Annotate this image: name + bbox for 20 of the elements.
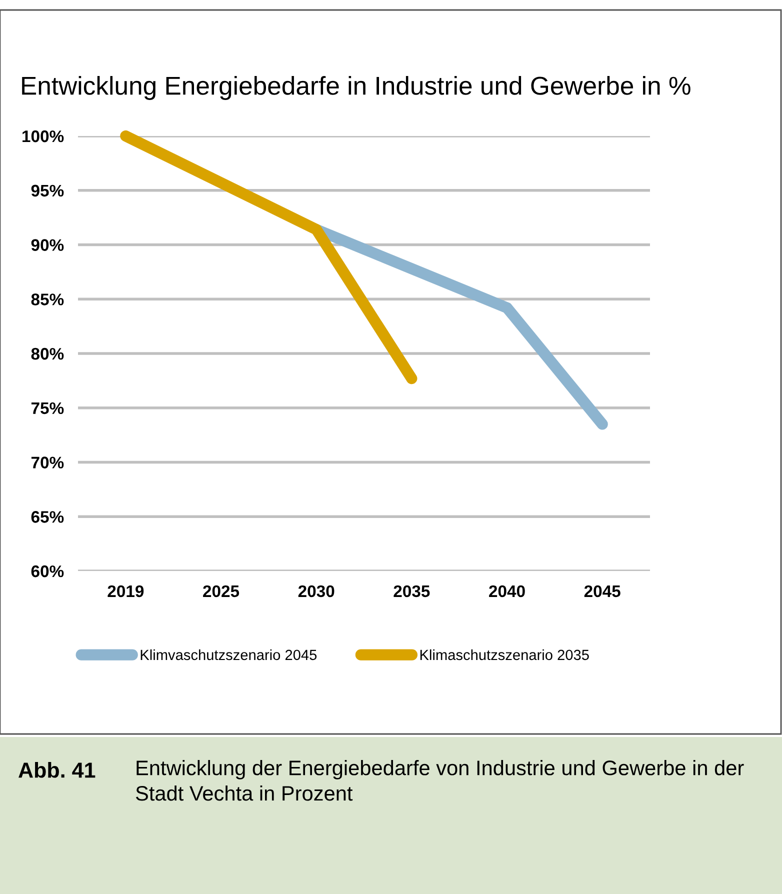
x-tick-label: 2019 [108,585,144,598]
chart-title: Entwicklung Energiebedarfe in Industrie und Gewerbe in % [22,76,690,100]
y-tick-label: 70% [31,456,64,468]
text: Entwicklung der Energiebedarfe von Industrie und Gewerbe in der Stadt Vechta in Prozent [136,760,744,801]
caption: Abb. 41 [18,762,96,778]
legend-label: Klimaschutzszenario 2035 [420,649,589,660]
y-tick-label: 85% [31,294,64,306]
x-tick-label: 2045 [584,585,620,598]
legend-label: Klimvaschutzszenario 2045 [140,649,317,660]
y-tick-label: 100% [22,130,64,142]
x-tick-label: 2035 [394,585,430,598]
x-tick-label: 2025 [203,585,240,598]
y-tick-label: 80% [31,348,64,360]
y-tick-label: 75% [31,402,64,414]
y-tick-label: 60% [31,565,64,578]
y-tick-label: 95% [31,184,64,197]
y-tick-label: 90% [31,239,64,251]
x-tick-label: 2030 [298,585,334,598]
y-tick-label: 65% [31,511,64,523]
x-tick-label: 2040 [489,585,525,598]
